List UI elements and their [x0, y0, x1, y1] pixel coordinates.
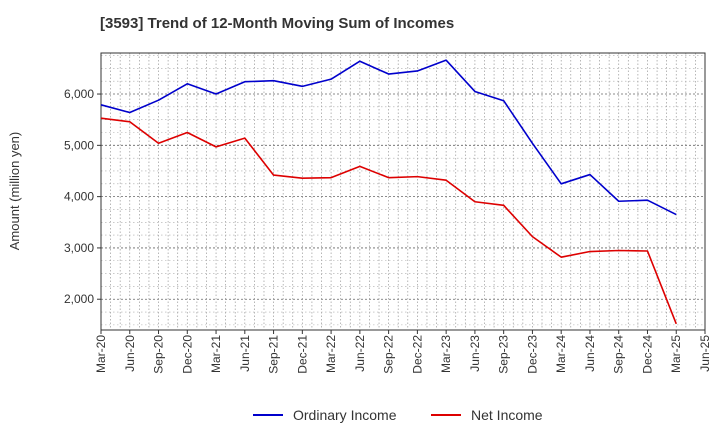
- net-income-line: [100, 117, 677, 325]
- x-tick-label: Mar-21: [209, 335, 223, 373]
- x-tick-label: Mar-20: [94, 335, 108, 373]
- x-tick-label: Jun-25: [698, 335, 712, 372]
- x-tick-label: Mar-23: [439, 335, 453, 373]
- chart-title: [3593] Trend of 12-Month Moving Sum of I…: [100, 15, 455, 32]
- grid-lines: [101, 53, 705, 330]
- x-tick-label: Sep-20: [152, 335, 166, 374]
- x-tick-label: Mar-25: [669, 335, 683, 373]
- ordinary-income-line: [100, 59, 677, 216]
- y-tick-label: 3,000: [64, 241, 94, 255]
- legend-label-net-income: Net Income: [471, 407, 543, 423]
- x-tick-label: Jun-24: [583, 335, 597, 372]
- x-tick-label: Sep-22: [382, 335, 396, 374]
- series-layer: [100, 59, 677, 325]
- x-tick-label: Jun-20: [123, 335, 137, 372]
- x-tick-label: Sep-23: [497, 335, 511, 374]
- y-tick-labels: 2,000 3,000 4,000 5,000 6,000: [64, 87, 101, 306]
- legend-label-ordinary-income: Ordinary Income: [293, 407, 397, 423]
- x-tick-label: Jun-23: [468, 335, 482, 372]
- x-tick-label: Sep-24: [612, 335, 626, 374]
- x-tick-label: Jun-22: [353, 335, 367, 372]
- y-tick-label: 2,000: [64, 292, 94, 306]
- y-tick-label: 6,000: [64, 87, 94, 101]
- plot-frame: [100, 52, 706, 331]
- x-tick-label: Dec-23: [525, 335, 539, 374]
- x-tick-label: Dec-20: [180, 335, 194, 374]
- x-tick-label: Mar-22: [324, 335, 338, 373]
- y-tick-label: 4,000: [64, 190, 94, 204]
- x-tick-label: Mar-24: [554, 335, 568, 373]
- x-tick-label: Jun-21: [238, 335, 252, 372]
- x-tick-label: Dec-24: [640, 335, 654, 374]
- legend: Ordinary Income Net Income: [253, 407, 543, 423]
- x-tick-label: Dec-21: [295, 335, 309, 374]
- x-tick-label: Sep-21: [267, 335, 281, 374]
- y-tick-label: 5,000: [64, 138, 94, 152]
- x-tick-labels: Mar-20 Jun-20 Sep-20 Dec-20 Mar-21 Jun-21 Sep-…: [94, 330, 712, 374]
- x-tick-label: Dec-22: [410, 335, 424, 374]
- y-axis-label: Amount (million yen): [7, 132, 22, 251]
